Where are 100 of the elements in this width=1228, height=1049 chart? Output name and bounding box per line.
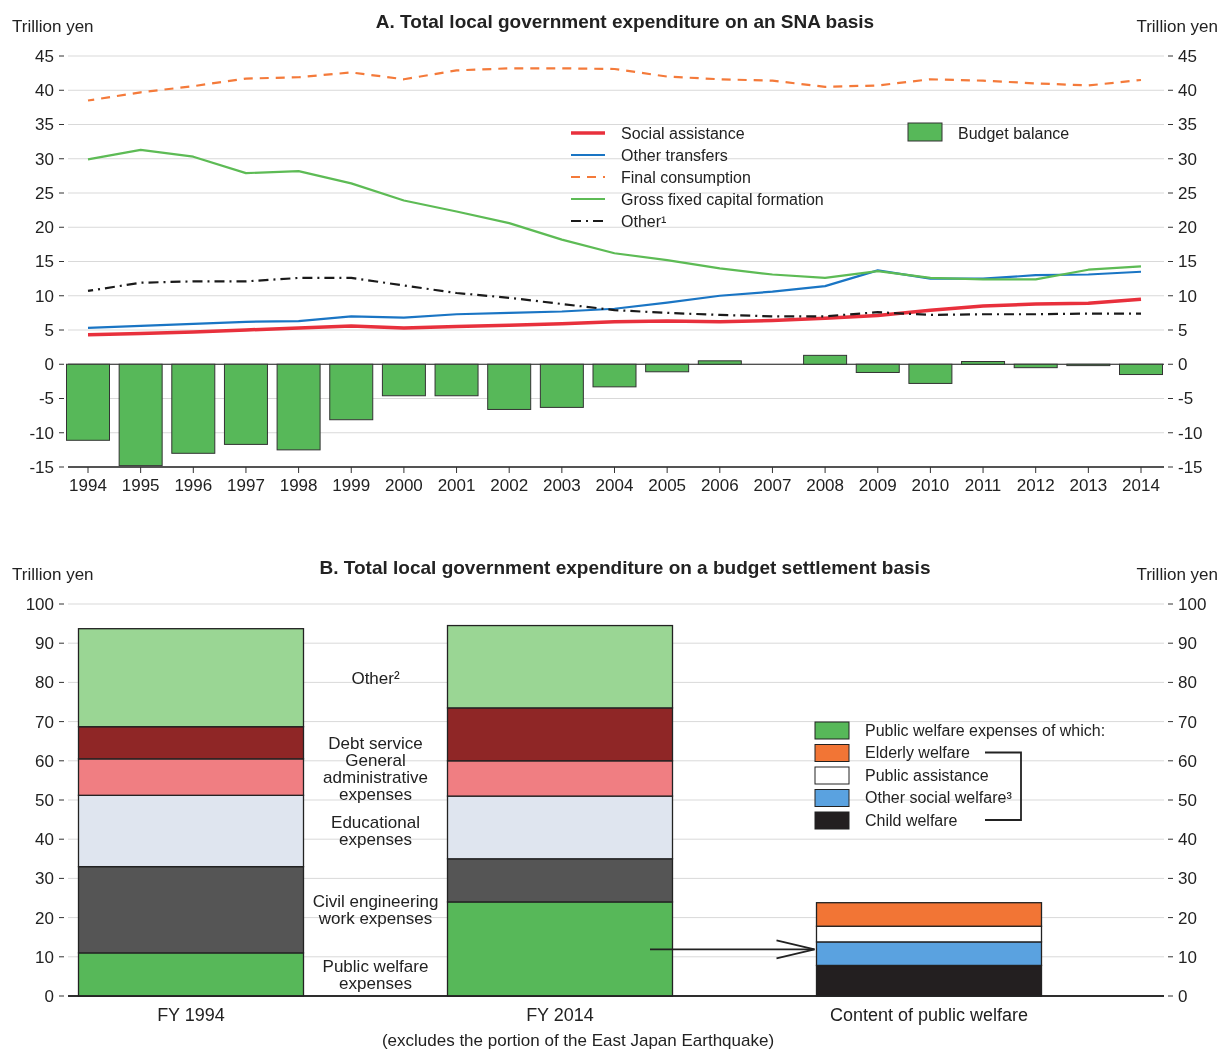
- y-axis-title: Trillion yen: [12, 17, 94, 36]
- y-tick-label: 5: [44, 320, 54, 340]
- legend-label: Budget balance: [958, 124, 1070, 142]
- y2-axis-title: Trillion yen: [1136, 17, 1218, 36]
- legend-label: Final consumption: [621, 168, 751, 186]
- y-tick-label: 80: [35, 673, 54, 693]
- y2-tick-label: 90: [1178, 634, 1197, 654]
- x-tick-label: 2002: [490, 476, 529, 495]
- y-tick-label: 25: [35, 183, 54, 203]
- bar: [381, 363, 426, 397]
- bar: [171, 363, 216, 454]
- legend-label: Elderly welfare: [865, 744, 971, 762]
- line-series: [86, 67, 1143, 102]
- chart-title: B. Total local government expenditure on a budget settlement basis: [319, 557, 931, 578]
- y2-tick-label: 80: [1178, 673, 1197, 693]
- x-tick-label: FY 1994: [157, 1005, 225, 1025]
- x-tick-label: 2010: [911, 476, 950, 495]
- bar: [855, 363, 900, 373]
- annotation: of which:: [1041, 721, 1106, 739]
- text: Other²: [351, 668, 400, 688]
- y-tick-label: 10: [35, 286, 54, 306]
- y2-tick-label: 0: [1178, 986, 1188, 1006]
- x-tick-label: 2014: [1122, 476, 1160, 495]
- bar: [276, 363, 321, 451]
- x-tick-label: FY 2014: [526, 1005, 594, 1025]
- y-tick-label: 90: [35, 634, 54, 654]
- y-tick-label: 100: [25, 594, 54, 614]
- bar: [1013, 363, 1058, 369]
- y2-tick-label: 10: [1178, 947, 1197, 967]
- y2-tick-label: 40: [1178, 81, 1197, 101]
- x-tick-label: 2004: [595, 476, 634, 495]
- legend-label: Public welfare expenses: [865, 721, 1038, 739]
- y2-tick-label: 20: [1178, 218, 1197, 238]
- x-tick-label: 2007: [753, 476, 792, 495]
- legend-label: Child welfare: [865, 811, 958, 829]
- line-series: [86, 297, 1143, 337]
- y2-tick-label: 30: [1178, 149, 1197, 169]
- y2-tick-label: 50: [1178, 790, 1197, 810]
- y-tick-label: 0: [44, 986, 54, 1006]
- line-series: [86, 276, 1143, 318]
- x-tick-label: 1994: [69, 476, 107, 495]
- bar: [223, 363, 268, 445]
- x-tick-label: 2005: [648, 476, 687, 495]
- x-tick-label: 2008: [806, 476, 845, 495]
- bar: [697, 360, 742, 365]
- y2-tick-label: 15: [1178, 252, 1197, 272]
- y2-tick-label: 45: [1178, 46, 1197, 66]
- y2-tick-label: 40: [1178, 830, 1197, 850]
- y2-tick-label: 0: [1178, 355, 1188, 375]
- bar: [1119, 363, 1163, 376]
- y2-tick-label: 5: [1178, 320, 1188, 340]
- bar: [539, 363, 584, 408]
- x-tick-label: 1995: [121, 476, 160, 495]
- y2-axis-title: Trillion yen: [1136, 565, 1218, 584]
- x-tick-label: 2003: [542, 476, 581, 495]
- x-tick-label: 2001: [437, 476, 476, 495]
- y-tick-label: 0: [44, 355, 54, 375]
- bar: [434, 363, 479, 397]
- y2-tick-label: 25: [1178, 183, 1197, 203]
- y2-tick-label: 35: [1178, 115, 1197, 135]
- x-tick-label: 2006: [700, 476, 739, 495]
- y2-tick-label: 100: [1178, 594, 1207, 614]
- y-tick-label: 10: [35, 947, 54, 967]
- y-tick-label: 30: [35, 149, 54, 169]
- x-tick-label: 1998: [279, 476, 318, 495]
- y-tick-label: -15: [29, 457, 54, 477]
- bar: [645, 363, 690, 373]
- x-tick-label: 1997: [227, 476, 265, 495]
- y-tick-label: 40: [35, 830, 54, 850]
- legend-label: Public assistance: [865, 766, 989, 784]
- series-label: Educational expenses: [331, 813, 420, 850]
- legend-label: Social assistance: [621, 124, 745, 142]
- y2-tick-label: -5: [1178, 389, 1194, 409]
- bar: [908, 363, 953, 384]
- y2-tick-label: 70: [1178, 712, 1197, 732]
- y-tick-label: 20: [35, 218, 54, 238]
- bar: [329, 363, 374, 421]
- series-label: General administrative expenses: [323, 751, 428, 805]
- x-tick-label: 1999: [332, 476, 371, 495]
- series-label: Debt service: [328, 733, 423, 753]
- legend-label: Other transfers: [621, 146, 728, 164]
- bar: [592, 363, 637, 388]
- x-tick-label: Content of public welfare: [829, 1005, 1029, 1025]
- y-tick-label: 35: [35, 115, 54, 135]
- legend-label: Gross fixed capital formation: [621, 190, 824, 208]
- bar: [487, 363, 532, 410]
- legend-label: Other¹: [621, 212, 667, 230]
- y-tick-label: 30: [35, 869, 54, 889]
- line-series: [86, 148, 1143, 281]
- y-tick-label: 70: [35, 712, 54, 732]
- y-tick-label: 20: [35, 908, 54, 928]
- x-tick-label: 2000: [384, 476, 423, 495]
- y-tick-label: 45: [35, 46, 54, 66]
- x-tick-label: 1996: [174, 476, 213, 495]
- y-tick-label: 15: [35, 252, 54, 272]
- chart-title: A. Total local government expenditure on an SNA basis: [375, 11, 875, 32]
- series-label: Civil engineering work expenses: [312, 892, 439, 929]
- bar: [66, 363, 110, 441]
- y2-tick-label: -10: [1178, 423, 1203, 443]
- legend-label: Other social welfare³: [865, 789, 1013, 807]
